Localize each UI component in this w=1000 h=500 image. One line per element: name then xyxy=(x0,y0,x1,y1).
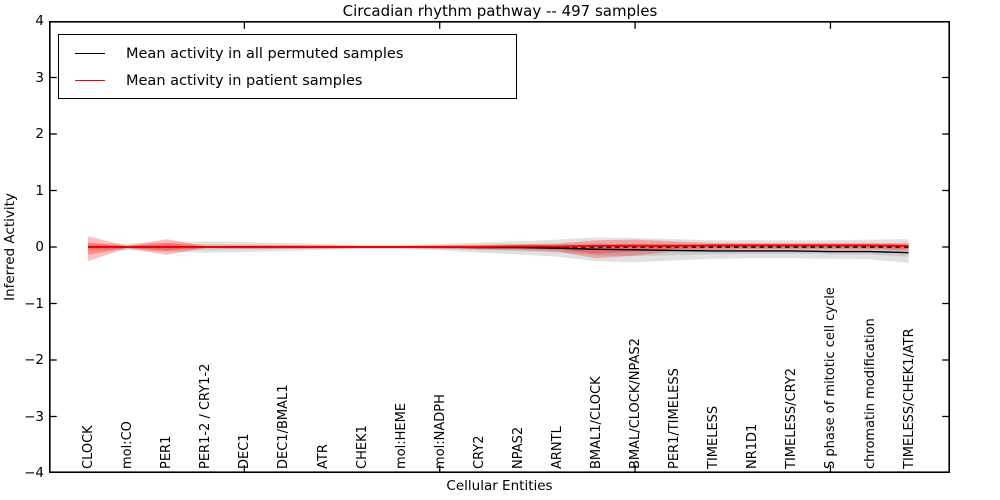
legend-item: Mean activity in patient samples xyxy=(59,67,516,94)
patient-band xyxy=(88,236,909,262)
x-tick-label: S phase of mitotic cell cycle xyxy=(823,287,839,469)
x-tick-label: BMAL/CLOCK/NPAS2 xyxy=(628,338,644,469)
x-tick-label: ARNTL xyxy=(549,426,565,469)
y-tick-label: 0 xyxy=(35,239,44,255)
x-tick-label: DEC1/BMAL1 xyxy=(276,384,292,470)
x-tick-label: PER1 xyxy=(159,435,175,469)
x-tick-label: PER1/TIMELESS xyxy=(667,368,683,469)
y-tick-label: 1 xyxy=(35,182,44,199)
y-tick-label: −3 xyxy=(24,408,44,425)
x-tick-label: chromatin modification xyxy=(862,318,878,469)
x-tick-label: TIMELESS/CRY2 xyxy=(784,367,800,469)
legend-item: Mean activity in all permuted samples xyxy=(59,40,516,67)
x-tick-label: mol:HEME xyxy=(393,402,409,469)
x-tick-label: CRY2 xyxy=(471,435,487,470)
y-tick-label: 4 xyxy=(35,13,44,29)
x-tick-label: CHEK1 xyxy=(354,425,370,469)
x-axis-label: Cellular Entities xyxy=(446,478,553,494)
x-tick-label: TIMELESS xyxy=(706,405,722,469)
x-tick-label: PER1-2 / CRY1-2 xyxy=(198,363,214,469)
plot-area xyxy=(49,21,950,473)
x-tick-label: CLOCK xyxy=(81,425,97,469)
patient-mean-line xyxy=(88,244,909,248)
legend-line-sample xyxy=(75,53,105,54)
x-tick-label: mol:CO xyxy=(120,421,136,469)
x-tick-label: TIMELESS/CHEK1/ATR xyxy=(901,328,917,469)
x-tick-label: mol:NADPH xyxy=(432,394,448,469)
x-tick-label: DEC1 xyxy=(237,433,253,469)
legend-label: Mean activity in all permuted samples xyxy=(126,45,404,62)
legend: Mean activity in all permuted samples Mea… xyxy=(58,34,517,99)
x-tick-label: NPAS2 xyxy=(510,426,526,469)
x-tick-label: ATR xyxy=(315,444,331,469)
x-tick-label: NR1D1 xyxy=(745,423,761,469)
permuted-band xyxy=(88,237,909,263)
x-tick-label: BMAL1/CLOCK xyxy=(589,376,604,469)
chart-title: Circadian rhythm pathway -- 497 samples xyxy=(342,2,658,20)
y-tick-label: −4 xyxy=(24,465,44,481)
legend-label: Mean activity in patient samples xyxy=(126,72,363,89)
y-tick-label: −1 xyxy=(24,295,44,312)
y-tick-label: 3 xyxy=(35,69,44,86)
legend-line-sample xyxy=(75,80,105,81)
y-tick-label: 2 xyxy=(35,126,44,142)
y-tick-label: −2 xyxy=(24,352,44,368)
